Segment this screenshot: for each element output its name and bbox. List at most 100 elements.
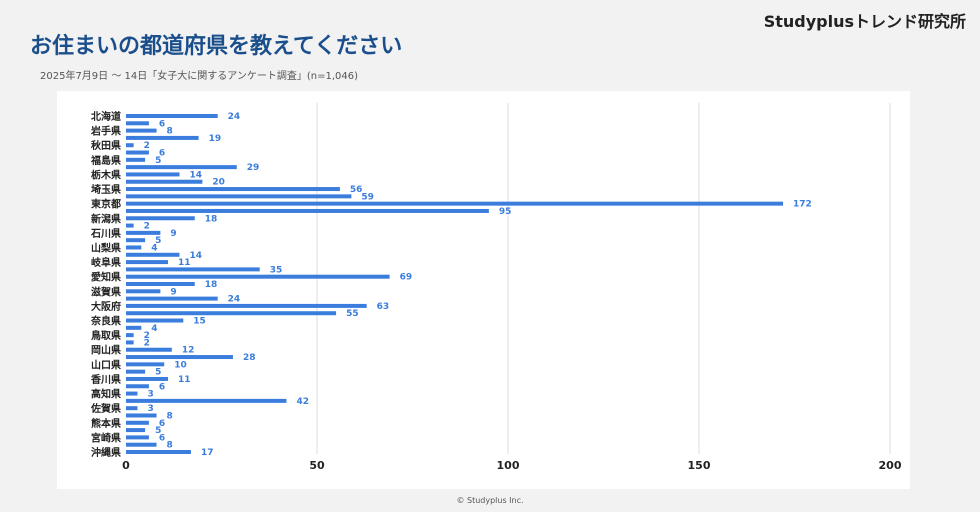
bar — [126, 333, 134, 338]
bar-value-label: 42 — [296, 397, 309, 407]
category-label: 石川県 — [90, 227, 121, 240]
bar-value-label: 3 — [147, 404, 153, 414]
category-label: 奈良県 — [90, 315, 121, 328]
survey-subtitle: 2025年7月9日 〜 14日「女子大に関するアンケート調査」(n=1,046) — [40, 71, 359, 82]
bar — [126, 376, 169, 381]
bar — [126, 165, 237, 170]
bar — [126, 187, 340, 192]
bar — [126, 194, 352, 199]
bar-value-label: 3 — [147, 390, 153, 400]
bar-value-label: 35 — [270, 265, 283, 275]
bar — [126, 355, 233, 360]
bar — [126, 413, 157, 418]
category-label: 山梨県 — [91, 241, 121, 254]
bar — [126, 128, 157, 133]
bar — [126, 238, 146, 243]
bar-value-label: 63 — [377, 302, 390, 312]
bar — [126, 289, 161, 294]
brand-logo-text: Studyplusトレンド研究所 — [763, 12, 966, 31]
bar-value-label: 95 — [499, 207, 512, 217]
bar-value-label: 6 — [159, 419, 165, 429]
bar-value-label: 56 — [350, 185, 363, 195]
category-label: 岐阜県 — [91, 256, 121, 269]
bar — [126, 318, 184, 323]
bar-value-label: 5 — [155, 368, 161, 378]
bar — [126, 296, 218, 301]
bar-value-label: 18 — [205, 280, 218, 290]
category-label: 佐賀県 — [90, 402, 121, 415]
bar — [126, 391, 138, 396]
bar-value-label: 17 — [201, 448, 214, 458]
bar-value-label: 59 — [361, 192, 374, 202]
bar — [126, 325, 142, 330]
bar — [126, 230, 161, 235]
bar-value-label: 9 — [170, 287, 176, 297]
category-label: 熊本県 — [91, 417, 121, 430]
bar — [126, 114, 218, 118]
bar — [126, 442, 157, 447]
category-label: 岩手県 — [90, 125, 121, 138]
bar-value-label: 2 — [144, 141, 150, 151]
bar — [126, 347, 172, 352]
chart-panel: 0 50 100 150 200 24 6 8 19 2 6 5 29 14 20 56 59 172 95 18 2 9… — [57, 91, 910, 489]
category-label: 山口県 — [91, 358, 121, 371]
bar-value-label: 14 — [189, 251, 202, 261]
bar — [126, 369, 146, 374]
bar-value-label: 6 — [159, 119, 165, 129]
copyright-footer: © Studyplus Inc. — [456, 496, 524, 505]
bar — [126, 450, 191, 454]
bar — [126, 223, 134, 228]
bar-value-label: 9 — [170, 229, 176, 239]
x-tick-label: 150 — [688, 459, 711, 472]
bar-value-label: 4 — [151, 243, 157, 253]
bar-value-label: 5 — [155, 156, 161, 166]
category-label: 香川県 — [91, 373, 121, 386]
bar-value-label: 6 — [159, 433, 165, 443]
category-label: 新潟県 — [91, 212, 121, 225]
bar-value-label: 24 — [228, 295, 241, 305]
category-label: 北海道 — [91, 110, 121, 123]
bar — [126, 340, 134, 345]
bar-value-label: 24 — [228, 112, 241, 122]
bar-value-label: 10 — [174, 360, 187, 370]
category-label: 埼玉県 — [91, 183, 121, 196]
bar-value-label: 20 — [212, 178, 225, 188]
bar — [126, 179, 203, 184]
bar — [126, 121, 149, 126]
bar-value-label: 29 — [247, 163, 260, 173]
bar — [126, 252, 180, 257]
bar — [126, 260, 169, 265]
bar-value-label: 18 — [205, 214, 218, 224]
bar — [126, 172, 180, 177]
page-title: お住まいの都道府県を教えてください — [30, 34, 403, 59]
bar-value-label: 172 — [793, 200, 812, 210]
bar-value-label: 11 — [178, 375, 191, 385]
bar-value-label: 2 — [144, 222, 150, 232]
bar — [126, 311, 337, 316]
category-label: 東京都 — [91, 198, 121, 211]
bar-value-label: 6 — [159, 149, 165, 159]
bar — [126, 274, 390, 279]
bar — [126, 428, 146, 433]
bar-value-label: 19 — [209, 134, 222, 144]
category-label: 沖縄県 — [91, 446, 121, 459]
bar-value-label: 14 — [189, 170, 202, 180]
bar — [126, 420, 149, 425]
bar-value-label: 55 — [346, 309, 359, 319]
bar-value-label: 8 — [167, 411, 173, 421]
bar-chart: 0 50 100 150 2002468192652914205659172951829… — [90, 103, 902, 472]
bar — [126, 143, 134, 148]
bar — [126, 362, 165, 367]
x-tick-label: 50 — [309, 459, 325, 472]
bar-value-label: 8 — [167, 127, 173, 137]
bar — [126, 150, 149, 155]
bar-value-label: 2 — [144, 331, 150, 341]
bar-value-label: 2 — [144, 338, 150, 348]
category-label: 鳥取県 — [91, 329, 121, 342]
category-label: 愛知県 — [91, 271, 121, 284]
bar-value-label: 69 — [400, 273, 413, 283]
bar — [126, 282, 195, 286]
bar-value-label: 8 — [167, 441, 173, 451]
bar — [126, 435, 149, 440]
bar-value-label: 15 — [193, 317, 206, 327]
